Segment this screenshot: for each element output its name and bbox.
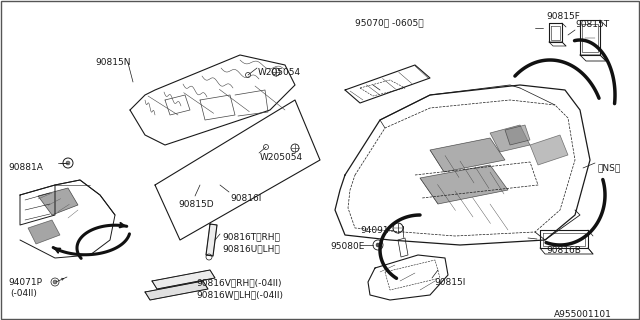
Circle shape: [66, 161, 70, 165]
Polygon shape: [430, 138, 505, 172]
Text: 95080E: 95080E: [330, 242, 364, 251]
Polygon shape: [28, 220, 60, 244]
Text: A955001101: A955001101: [554, 310, 612, 319]
Circle shape: [53, 280, 57, 284]
Text: 90815T: 90815T: [575, 20, 609, 29]
Polygon shape: [530, 135, 568, 165]
Polygon shape: [152, 270, 215, 289]
Text: 94091: 94091: [360, 226, 388, 235]
Polygon shape: [505, 125, 530, 145]
Text: 90816W〈LH〉(-04II): 90816W〈LH〉(-04II): [196, 290, 283, 299]
Text: 94071P: 94071P: [8, 278, 42, 287]
Text: 90816U〈LH〉: 90816U〈LH〉: [222, 244, 280, 253]
Text: 90815N: 90815N: [95, 58, 131, 67]
Text: 〈NS〉: 〈NS〉: [597, 163, 620, 172]
Polygon shape: [420, 165, 508, 204]
Text: 90815I: 90815I: [434, 278, 465, 287]
Text: (-04II): (-04II): [10, 289, 37, 298]
Text: 90881A: 90881A: [8, 163, 43, 172]
Text: 90816V〈RH〉(-04II): 90816V〈RH〉(-04II): [196, 278, 282, 287]
Polygon shape: [206, 224, 217, 256]
Text: 90816I: 90816I: [230, 194, 261, 203]
Text: 90815F: 90815F: [546, 12, 580, 21]
Text: 95070〈 -0605〉: 95070〈 -0605〉: [355, 18, 424, 27]
Circle shape: [376, 243, 380, 247]
Polygon shape: [145, 281, 208, 300]
Text: 90816T〈RH〉: 90816T〈RH〉: [222, 232, 280, 241]
Text: W205054: W205054: [260, 153, 303, 162]
Polygon shape: [38, 188, 78, 215]
Text: W205054: W205054: [258, 68, 301, 77]
Text: 90815D: 90815D: [178, 200, 214, 209]
Text: 90816B: 90816B: [546, 246, 581, 255]
Polygon shape: [490, 125, 530, 152]
